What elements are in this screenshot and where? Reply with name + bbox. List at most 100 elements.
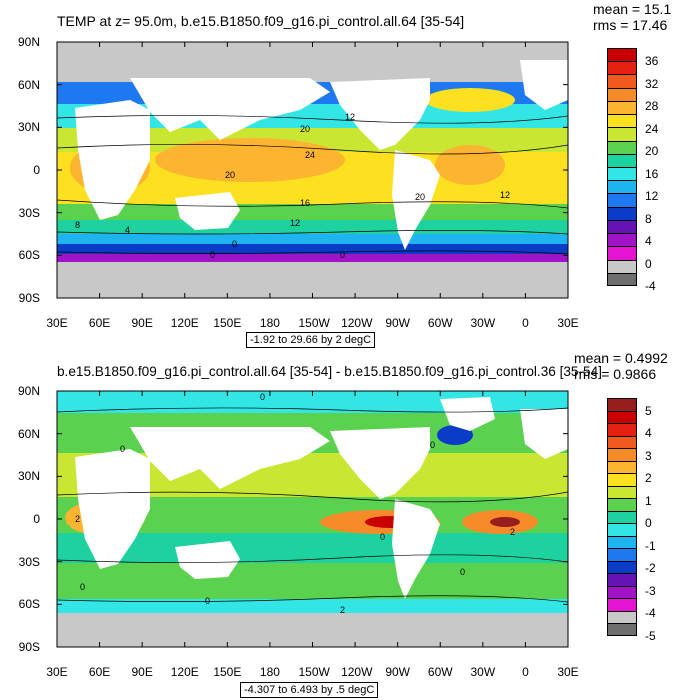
panel1-range-label: -1.92 to 29.66 by 2 degC bbox=[246, 332, 376, 348]
xtick-label: 120E bbox=[170, 316, 199, 330]
contour-label: 0 bbox=[232, 239, 237, 249]
colorbar-swatch bbox=[607, 523, 637, 537]
xtick-label: 180 bbox=[259, 316, 280, 330]
panel1-map: 12 20 24 20 16 20 12 12 8 4 0 0 0 bbox=[56, 41, 569, 299]
p1-north-america bbox=[330, 78, 430, 150]
xtick-label: 90E bbox=[131, 665, 153, 679]
p2-warm-core-atlantic bbox=[490, 517, 520, 527]
p2-contour-line bbox=[57, 491, 568, 503]
p1-band-coolS bbox=[57, 234, 568, 244]
p1-contour-line bbox=[57, 115, 568, 124]
contour-label: 16 bbox=[300, 198, 310, 208]
p1-south-america bbox=[392, 150, 440, 250]
colorbar-swatch bbox=[607, 623, 637, 637]
panel1-mean: mean = 15.1 bbox=[593, 1, 672, 17]
colorbar-label: -4 bbox=[645, 279, 656, 293]
ytick-label: 60S bbox=[18, 248, 40, 263]
xtick-label: 90W bbox=[385, 316, 410, 330]
p1-north-atlantic-drift bbox=[425, 88, 515, 112]
xtick-label: 30E bbox=[557, 316, 579, 330]
colorbar-label: 16 bbox=[645, 166, 659, 181]
contour-label: 2 bbox=[75, 514, 80, 524]
p2-contour-line bbox=[57, 554, 568, 563]
colorbar-swatch bbox=[607, 498, 637, 512]
p2-europe bbox=[520, 409, 568, 459]
colorbar-label: 0 bbox=[645, 516, 652, 531]
p2-asia bbox=[130, 427, 330, 489]
colorbar-label: 32 bbox=[645, 76, 659, 91]
colorbar-label: 1 bbox=[645, 493, 652, 508]
p1-asia bbox=[130, 78, 330, 140]
colorbar-swatch bbox=[607, 548, 637, 562]
xtick-label: 120W bbox=[341, 665, 373, 679]
colorbar-swatch bbox=[607, 585, 637, 599]
colorbar-swatch bbox=[607, 74, 637, 89]
p1-africa bbox=[75, 100, 150, 220]
xtick-label: 30W bbox=[470, 316, 496, 330]
p1-band-acc bbox=[57, 244, 568, 254]
colorbar-label: 5 bbox=[645, 403, 652, 418]
p2-warm-anomaly-pacific bbox=[320, 510, 440, 534]
p2-band-southmid bbox=[57, 563, 568, 599]
contour-label: 0 bbox=[210, 250, 215, 260]
contour-label: 24 bbox=[305, 150, 315, 160]
panel1-stats: mean = 15.1 rms = 17.46 bbox=[593, 1, 671, 33]
xtick-label: 0 bbox=[522, 316, 529, 330]
contour-label: 0 bbox=[80, 582, 85, 592]
p2-africa bbox=[75, 449, 150, 569]
p1-contour-line bbox=[57, 250, 568, 255]
panel2-ytick-marks bbox=[57, 390, 568, 648]
p2-band-base bbox=[57, 391, 568, 647]
panel2-frame bbox=[56, 390, 569, 648]
xtick-label: 30W bbox=[470, 665, 496, 679]
colorbar-label: 4 bbox=[645, 426, 652, 441]
ytick-label: 0 bbox=[33, 163, 40, 177]
contour-label: 20 bbox=[300, 124, 310, 134]
xtick-label: 60E bbox=[88, 665, 111, 679]
xtick-label: 60E bbox=[88, 316, 111, 330]
colorbar-swatch bbox=[607, 233, 637, 247]
ytick-label: 60N bbox=[17, 426, 40, 441]
contour-label: 0 bbox=[340, 250, 345, 260]
p2-contour-line bbox=[57, 595, 568, 603]
colorbar-swatch bbox=[607, 153, 637, 168]
colorbar-swatch bbox=[607, 100, 637, 115]
ytick-label: 90S bbox=[18, 291, 40, 305]
panel1-colorbar bbox=[607, 48, 637, 287]
p2-warm-anomaly-indian bbox=[65, 500, 145, 536]
p1-band-subtropS bbox=[57, 204, 568, 220]
contour-label: 12 bbox=[290, 218, 300, 228]
p1-contour-line bbox=[57, 230, 568, 235]
xtick-label: 150W bbox=[298, 316, 330, 330]
panel2-mean: mean = 0.4992 bbox=[574, 350, 668, 366]
ytick-label: 60S bbox=[18, 597, 40, 612]
p2-band-southsub bbox=[57, 533, 568, 563]
p1-contour-line bbox=[57, 199, 568, 209]
contour-label: 2 bbox=[510, 527, 515, 537]
contour-label: 12 bbox=[500, 190, 510, 200]
xtick-label: 90W bbox=[385, 665, 410, 679]
p2-south-america bbox=[392, 499, 440, 599]
colorbar-swatch bbox=[607, 485, 637, 499]
contour-label: 8 bbox=[75, 220, 80, 230]
colorbar-swatch bbox=[607, 61, 637, 75]
colorbar-swatch bbox=[607, 423, 637, 437]
colorbar-swatch bbox=[607, 272, 637, 287]
xtick-label: 180 bbox=[259, 665, 280, 679]
xtick-label: 0 bbox=[522, 665, 529, 679]
contour-label: 20 bbox=[415, 192, 425, 202]
p2-cold-anomaly-natl bbox=[437, 425, 473, 445]
colorbar-label: 20 bbox=[645, 144, 659, 159]
colorbar-swatch bbox=[607, 460, 637, 474]
xtick-label: 30E bbox=[46, 316, 68, 330]
panel2-stats: mean = 0.4992 rms = 0.9866 bbox=[574, 350, 668, 382]
panel1-contour-labels: 12 20 24 20 16 20 12 12 8 4 0 0 0 bbox=[75, 112, 510, 260]
colorbar-swatch bbox=[607, 127, 637, 142]
colorbar-label: 8 bbox=[645, 211, 652, 226]
xtick-label: 120E bbox=[170, 665, 199, 679]
colorbar-label: 36 bbox=[645, 54, 659, 69]
contour-label: 2 bbox=[340, 605, 345, 615]
p2-north-america bbox=[330, 427, 430, 499]
contour-label: 0 bbox=[260, 392, 265, 402]
colorbar-swatch bbox=[607, 193, 637, 208]
